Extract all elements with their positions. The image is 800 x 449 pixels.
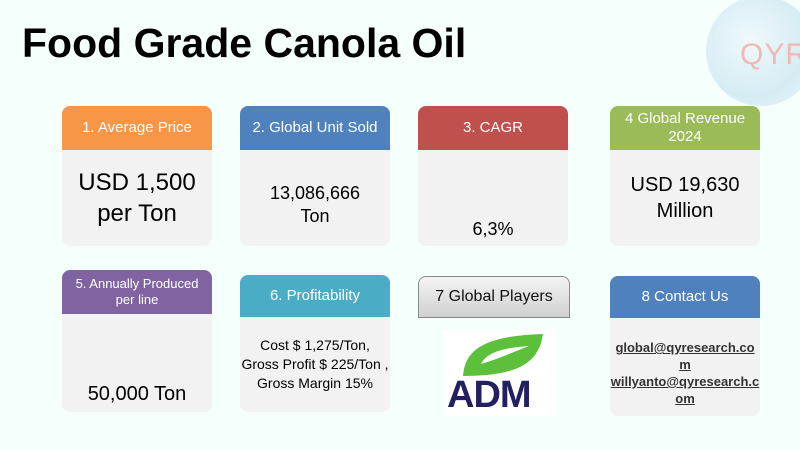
global-unit-sold-card: 2. Global Unit Sold 13,086,666 Ton <box>240 106 390 246</box>
card-header: 2. Global Unit Sold <box>240 106 390 150</box>
qyr-logo: QYR <box>706 0 800 106</box>
global-players-header: 7 Global Players <box>418 276 570 318</box>
adm-logo: ADM <box>443 330 555 416</box>
card-header: 1. Average Price <box>62 106 212 150</box>
page-title: Food Grade Canola Oil <box>22 20 467 66</box>
annual-production-card: 5. Annually Produced per line 50,000 Ton <box>62 270 212 412</box>
card-value: USD 19,630 Million <box>630 174 740 222</box>
card-header: 4 Global Revenue 2024 <box>610 106 760 150</box>
global-revenue-card: 4 Global Revenue 2024 USD 19,630 Million <box>610 106 760 246</box>
contact-us-card: 8 Contact Us global@qyresearch.com willy… <box>610 276 760 416</box>
email-link-willyanto[interactable]: willyanto@qyresearch.com <box>610 374 760 406</box>
average-price-card: 1. Average Price USD 1,500 per Ton <box>62 106 212 246</box>
card-value: 50,000 Ton <box>87 383 187 405</box>
profitability-card: 6. Profitability Cost $ 1,275/Ton, Gross… <box>240 275 390 412</box>
card-value: 13,086,666 Ton <box>269 182 361 226</box>
card-header: 6. Profitability <box>240 275 390 317</box>
card-header: 5. Annually Produced per line <box>62 270 212 314</box>
card-value: USD 1,500 per Ton <box>78 168 196 227</box>
email-link-global[interactable]: global@qyresearch.com <box>615 340 755 373</box>
card-value: 6,3% <box>472 219 514 239</box>
card-value: Cost $ 1,275/Ton, Gross Profit $ 225/Ton… <box>241 337 389 391</box>
card-header: 8 Contact Us <box>610 276 760 318</box>
card-header: 3. CAGR <box>418 106 568 150</box>
cagr-card: 3. CAGR 6,3% <box>418 106 568 246</box>
leaf-icon <box>463 334 543 376</box>
